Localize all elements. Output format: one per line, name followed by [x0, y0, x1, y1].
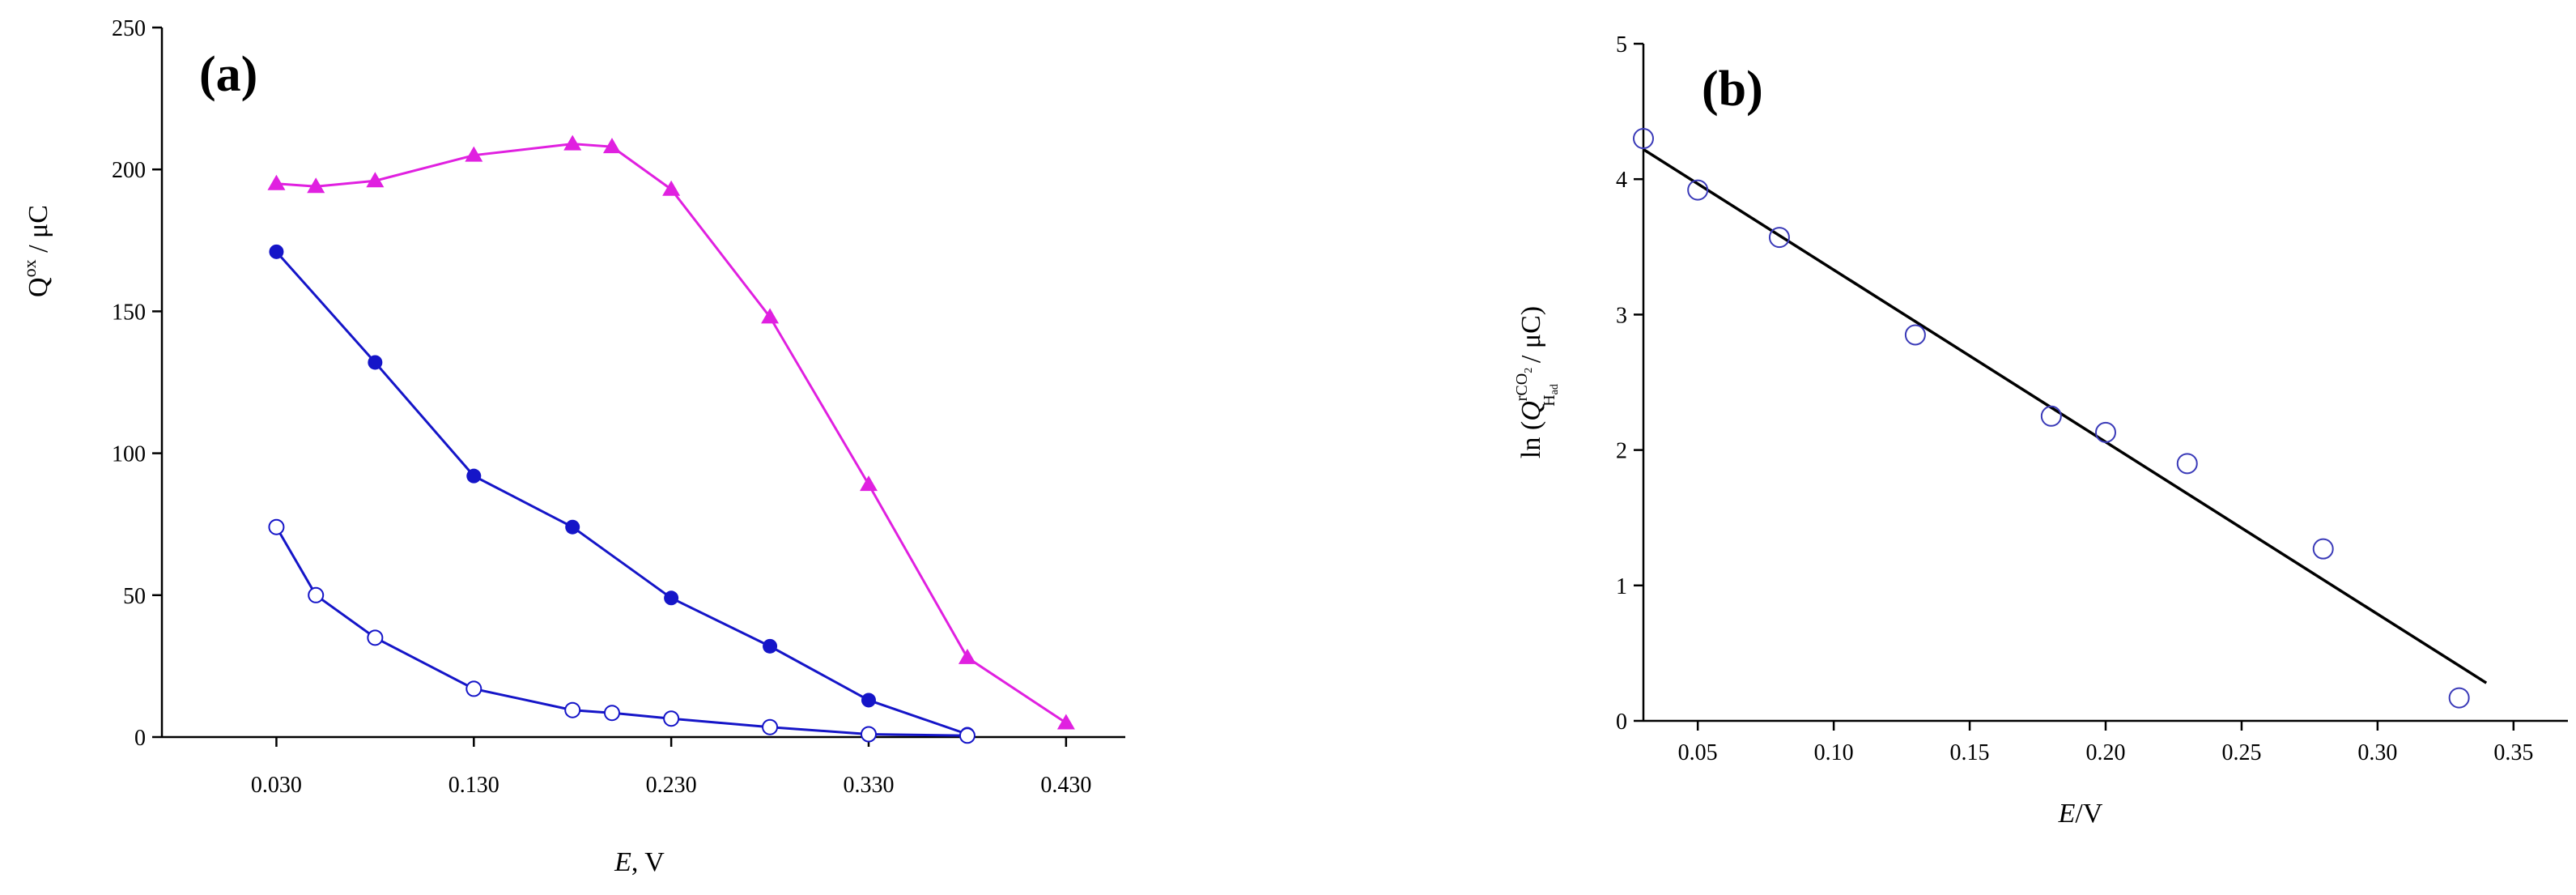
- triangle-marker: [761, 308, 780, 324]
- open-circle-marker: [268, 518, 285, 535]
- y-tick-label: 3: [1616, 303, 1627, 328]
- y-title-b-sub-sub: ad: [1549, 384, 1561, 394]
- y-tick-label: 150: [112, 300, 146, 325]
- y-title-a-sup: ox: [19, 259, 40, 277]
- filled-circle-marker: [368, 355, 383, 370]
- open-circle-marker: [1687, 179, 1709, 201]
- open-circle-marker: [564, 701, 581, 718]
- open-circle-marker: [1904, 324, 1926, 346]
- open-circle-marker: [762, 718, 779, 735]
- x-title-b-rest: /V: [2075, 799, 2102, 829]
- y-tick-label: 5: [1616, 32, 1627, 58]
- y-title-b-q: Q: [1516, 401, 1546, 421]
- y-tick-label: 0: [134, 726, 146, 751]
- open-circle-marker: [1768, 227, 1790, 249]
- x-tick-label: 0.25: [2221, 740, 2261, 765]
- x-tick-label: 0.35: [2493, 740, 2533, 765]
- y-tick-label: 4: [1616, 168, 1627, 193]
- x-title-b-e: E: [2058, 799, 2076, 829]
- open-circle-marker: [2312, 538, 2334, 560]
- y-ticks-b: 0 1 2 3 4 5: [1616, 32, 1643, 735]
- x-tick-label: 0.130: [448, 773, 499, 798]
- x-ticks-a: 0.030 0.130 0.230 0.330 0.430: [251, 737, 1091, 798]
- y-title-b-suffix: / μC): [1516, 306, 1546, 363]
- y-title-a-unit: / μC: [23, 205, 53, 259]
- open-circle-marker: [663, 710, 680, 727]
- y-title-b-sub: H: [1541, 394, 1558, 406]
- x-title-a-rest: , V: [631, 847, 665, 877]
- y-tick-label: 2: [1616, 439, 1627, 464]
- triangle-marker: [662, 180, 681, 196]
- panel-label-b: (b): [1702, 62, 1763, 117]
- y-tick-label: 1: [1616, 574, 1627, 599]
- open-circle-marker: [2176, 453, 2198, 475]
- x-tick-label: 0.030: [251, 773, 302, 798]
- open-circle-marker: [1633, 128, 1654, 150]
- series-group-a: [267, 134, 1075, 744]
- open-circle-marker: [2095, 421, 2116, 443]
- triangle-marker: [1056, 714, 1075, 730]
- open-circle-marker: [860, 726, 877, 743]
- y-tick-label: 50: [123, 584, 146, 609]
- open-circle-marker: [2040, 405, 2062, 427]
- panel-label-a: (a): [199, 47, 257, 102]
- y-axis-title-a: Qox / μC: [19, 205, 53, 297]
- chart-panel-a: 0.030 0.130 0.230 0.330 0.430 0 50 100 150 200 25…: [19, 16, 1125, 877]
- series-group-b: [1633, 128, 2488, 709]
- x-tick-label: 0.20: [2086, 740, 2126, 765]
- open-circle-marker: [2448, 687, 2470, 709]
- triangle-marker: [267, 174, 286, 190]
- triangle-marker: [958, 648, 976, 664]
- y-title-b-prefix: ln (: [1516, 421, 1546, 458]
- fit-line: [1643, 147, 2488, 684]
- series-line-circle-open: [275, 526, 967, 737]
- x-axis-title-a: E, V: [614, 847, 665, 877]
- triangle-marker: [465, 146, 483, 162]
- x-title-a-e: E: [614, 847, 631, 877]
- y-title-a-main: Q: [23, 277, 53, 297]
- triangle-marker: [563, 134, 582, 151]
- filled-circle-marker: [565, 519, 580, 535]
- filled-circle-marker: [664, 590, 679, 606]
- triangle-marker: [602, 138, 621, 154]
- y-tick-label: 100: [112, 442, 146, 467]
- filled-circle-marker: [269, 244, 284, 259]
- open-circle-marker: [367, 629, 384, 646]
- y-ticks-a: 0 50 100 150 200 250: [112, 16, 162, 751]
- x-tick-label: 0.430: [1040, 773, 1091, 798]
- x-tick-label: 0.10: [1814, 740, 1854, 765]
- triangle-marker: [366, 172, 385, 188]
- series-line-circle-filled: [275, 250, 968, 735]
- y-tick-label: 200: [112, 158, 146, 183]
- open-circle-marker: [603, 705, 620, 722]
- x-tick-label: 0.05: [1678, 740, 1718, 765]
- y-tick-label: 0: [1616, 710, 1627, 735]
- x-ticks-b: 0.05 0.10 0.15 0.20 0.25 0.30 0.35: [1678, 721, 2533, 765]
- open-circle-marker: [959, 727, 976, 744]
- triangle-marker: [859, 475, 878, 492]
- series-line-triangle: [276, 143, 1067, 724]
- y-title-b-sup-sub: 2: [1523, 368, 1535, 373]
- y-tick-label: 250: [112, 16, 146, 41]
- x-axis-title-b: E/V: [2058, 799, 2103, 829]
- open-circle-marker: [465, 680, 482, 697]
- x-tick-label: 0.15: [1950, 740, 1990, 765]
- triangle-marker: [307, 177, 325, 194]
- x-tick-label: 0.330: [843, 773, 894, 798]
- filled-circle-marker: [763, 638, 778, 654]
- filled-circle-marker: [466, 468, 482, 484]
- x-tick-label: 0.30: [2357, 740, 2397, 765]
- x-tick-label: 0.230: [646, 773, 697, 798]
- y-title-b-sup: rCO: [1513, 373, 1531, 401]
- y-axis-title-b: ln (QrCO2 Had / μC): [1513, 306, 1561, 458]
- open-circle-marker: [308, 586, 325, 603]
- filled-circle-marker: [861, 693, 876, 708]
